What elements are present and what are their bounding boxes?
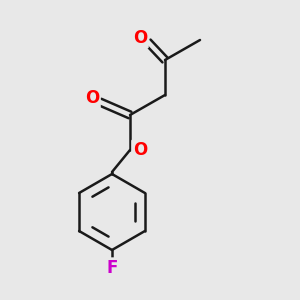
Text: F: F: [106, 259, 118, 277]
Text: O: O: [85, 89, 99, 107]
Text: O: O: [133, 141, 147, 159]
Text: O: O: [133, 29, 147, 47]
